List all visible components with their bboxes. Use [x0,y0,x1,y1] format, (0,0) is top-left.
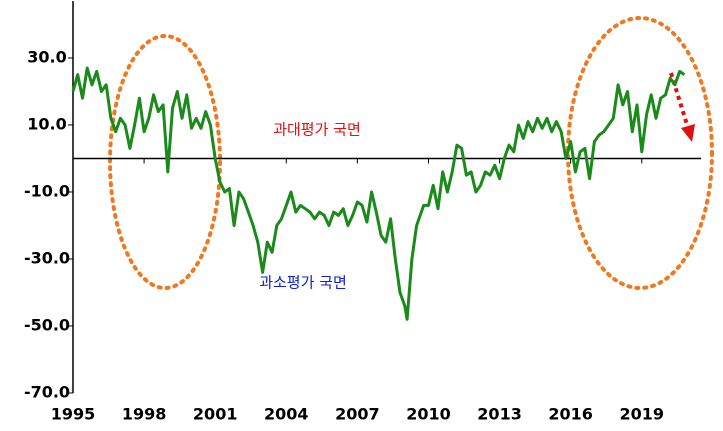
highlight-ellipse [566,16,714,290]
x-tick-label: 2013 [477,405,522,424]
y-tick-label: -70.0 [24,383,70,402]
data-line [71,66,686,321]
x-tick-label: 2016 [548,405,593,424]
x-tick-label: 1995 [51,405,96,424]
y-tick-label: 10.0 [27,114,66,133]
y-tick-label: -10.0 [24,181,70,200]
x-tick-label: 2004 [264,405,309,424]
x-tick-label: 2019 [619,405,664,424]
highlight-ellipse [108,34,222,290]
y-tick-label: -50.0 [24,315,70,334]
annotation: 과소평가 국면 [259,274,347,292]
y-tick-label: -30.0 [24,248,70,267]
annotation: 과대평가 국면 [273,121,361,139]
x-tick-label: 2010 [406,405,451,424]
x-tick-label: 2001 [193,405,238,424]
y-tick-label: 30.0 [27,47,66,66]
x-tick-label: 1998 [122,405,167,424]
x-tick-label: 2007 [335,405,380,424]
trend-arrow-head [681,124,695,142]
